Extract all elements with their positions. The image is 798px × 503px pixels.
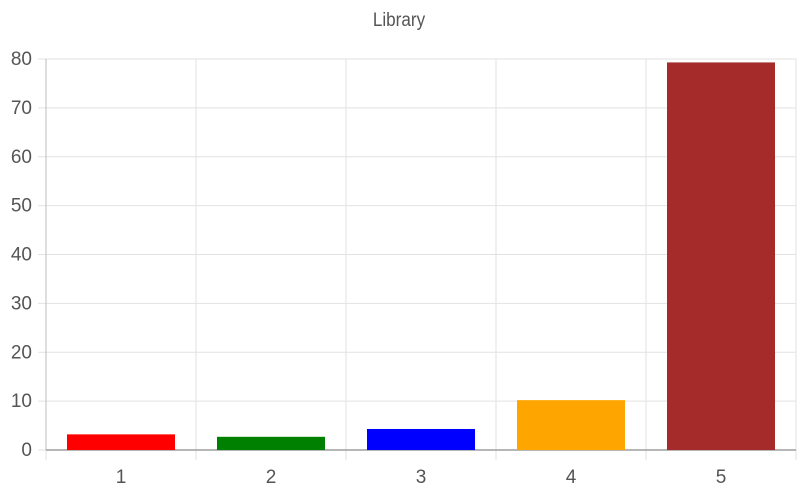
bar-3 [367,428,475,450]
y-tick-label: 30 [11,293,32,314]
y-tick-label: 20 [11,342,32,363]
y-tick-label: 40 [11,245,32,266]
y-tick-label: 70 [11,98,32,119]
x-tick-label: 4 [566,467,577,488]
x-tick-label: 1 [116,467,127,488]
chart-title: Library [372,10,426,31]
bar-1 [67,434,175,450]
bar-2 [217,436,325,450]
y-tick-label: 80 [11,49,32,70]
x-tick-label: 2 [266,467,277,488]
y-tick-label: 0 [21,440,32,461]
y-tick-label: 50 [11,196,32,217]
x-tick-label: 3 [416,467,427,488]
y-tick-label: 60 [11,147,32,168]
y-tick-label: 10 [11,391,32,412]
bar-4 [517,400,625,450]
bar-5 [667,62,775,450]
x-tick-label: 5 [716,467,727,488]
